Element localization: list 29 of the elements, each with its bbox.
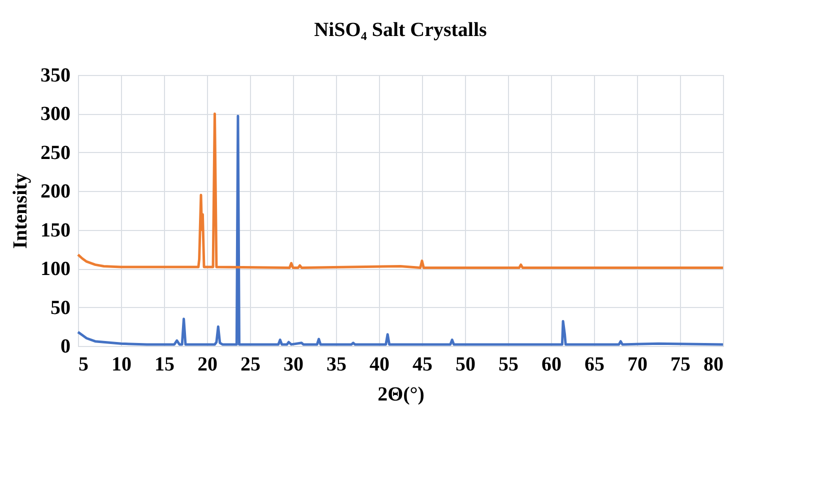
x-tick-label: 45: [412, 354, 432, 376]
x-tick-label: 70: [628, 354, 648, 376]
y-tick-label: 100: [40, 258, 70, 280]
x-tick-label: 40: [370, 354, 390, 376]
y-tick-label: 250: [40, 142, 70, 164]
x-tick-label: 35: [326, 354, 346, 376]
x-tick-label: 55: [498, 354, 518, 376]
x-tick-label: 20: [198, 354, 218, 376]
y-tick-label: 0: [60, 336, 70, 358]
x-tick-label: 25: [240, 354, 260, 376]
x-axis-title: 2Θ(°): [378, 384, 424, 406]
y-tick-label: 300: [40, 103, 70, 126]
x-tick-label: 30: [284, 354, 304, 376]
x-tick-label: 5: [78, 354, 88, 376]
x-tick-label: 10: [112, 354, 132, 376]
y-tick-label: 350: [40, 64, 70, 86]
y-tick-label: 50: [50, 296, 70, 319]
y-tick-label: 150: [40, 219, 70, 242]
x-tick-label: 15: [154, 354, 174, 376]
line-series: [76, 114, 724, 346]
x-tick-label: 65: [584, 354, 604, 376]
x-tick-label: 60: [542, 354, 562, 376]
line-series: [76, 112, 724, 270]
x-tick-label: 50: [456, 354, 476, 376]
y-tick-label: 200: [40, 180, 70, 203]
chart-title: NiSO₄ Salt Crystalls: [314, 19, 488, 41]
y-axis-title: Intensity: [10, 173, 32, 249]
x-tick-label: 75: [670, 354, 690, 376]
x-tick-label: 80: [704, 354, 724, 376]
